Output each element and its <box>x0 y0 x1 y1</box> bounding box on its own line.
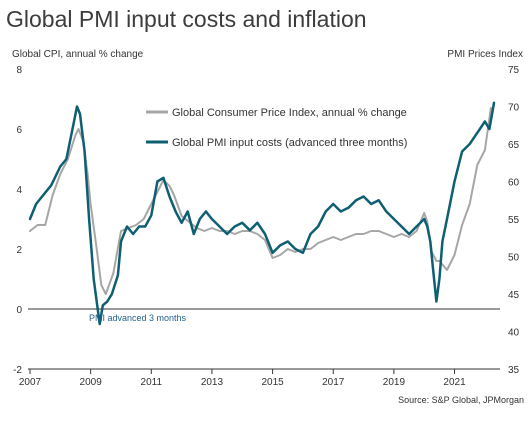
right-axis-label: PMI Prices Index <box>447 49 523 60</box>
x-tick-label: 2011 <box>141 377 163 388</box>
x-tick-label: 2009 <box>80 377 103 388</box>
left-tick-label: -2 <box>13 365 22 376</box>
legend-label-cpi: Global Consumer Price Index, annual % ch… <box>172 107 407 119</box>
left-y-ticks: -2 0 2 4 6 8 <box>13 65 22 376</box>
series-line-global-cpi <box>29 107 492 295</box>
annotation-pmi-advanced: PMI advanced 3 months <box>89 313 187 323</box>
right-tick-label: 55 <box>508 215 520 226</box>
right-tick-label: 40 <box>508 328 520 339</box>
x-axis-ticks: 2007 2009 2011 2013 2015 2017 2019 2021 <box>19 369 466 388</box>
right-y-ticks: 35 40 45 50 55 60 65 70 75 <box>508 65 520 376</box>
right-tick-label: 45 <box>508 290 520 301</box>
legend: Global Consumer Price Index, annual % ch… <box>146 107 407 149</box>
right-tick-label: 65 <box>508 140 520 151</box>
left-tick-label: 4 <box>16 185 22 196</box>
left-tick-label: 6 <box>16 125 22 136</box>
series-lines <box>28 101 496 326</box>
left-tick-label: 2 <box>16 245 22 256</box>
source-note: Source: S&P Global, JPMorgan <box>398 395 524 405</box>
left-tick-label: 8 <box>16 65 22 76</box>
left-axis-label: Global CPI, annual % change <box>12 49 144 60</box>
right-tick-label: 75 <box>508 65 520 76</box>
chart-title: Global PMI input costs and inflation <box>6 6 367 32</box>
x-tick-label: 2013 <box>201 377 224 388</box>
right-tick-label: 70 <box>508 103 520 114</box>
legend-label-pmi: Global PMI input costs (advanced three m… <box>172 137 407 149</box>
left-tick-label: 0 <box>16 305 22 316</box>
right-tick-label: 60 <box>508 178 520 189</box>
x-tick-label: 2021 <box>443 377 466 388</box>
x-tick-label: 2017 <box>322 377 345 388</box>
x-tick-label: 2015 <box>261 377 284 388</box>
x-tick-label: 2007 <box>19 377 42 388</box>
x-tick-label: 2019 <box>383 377 406 388</box>
right-tick-label: 35 <box>508 365 520 376</box>
right-tick-label: 50 <box>508 253 520 264</box>
series-line-pmi-input-costs <box>28 101 496 326</box>
